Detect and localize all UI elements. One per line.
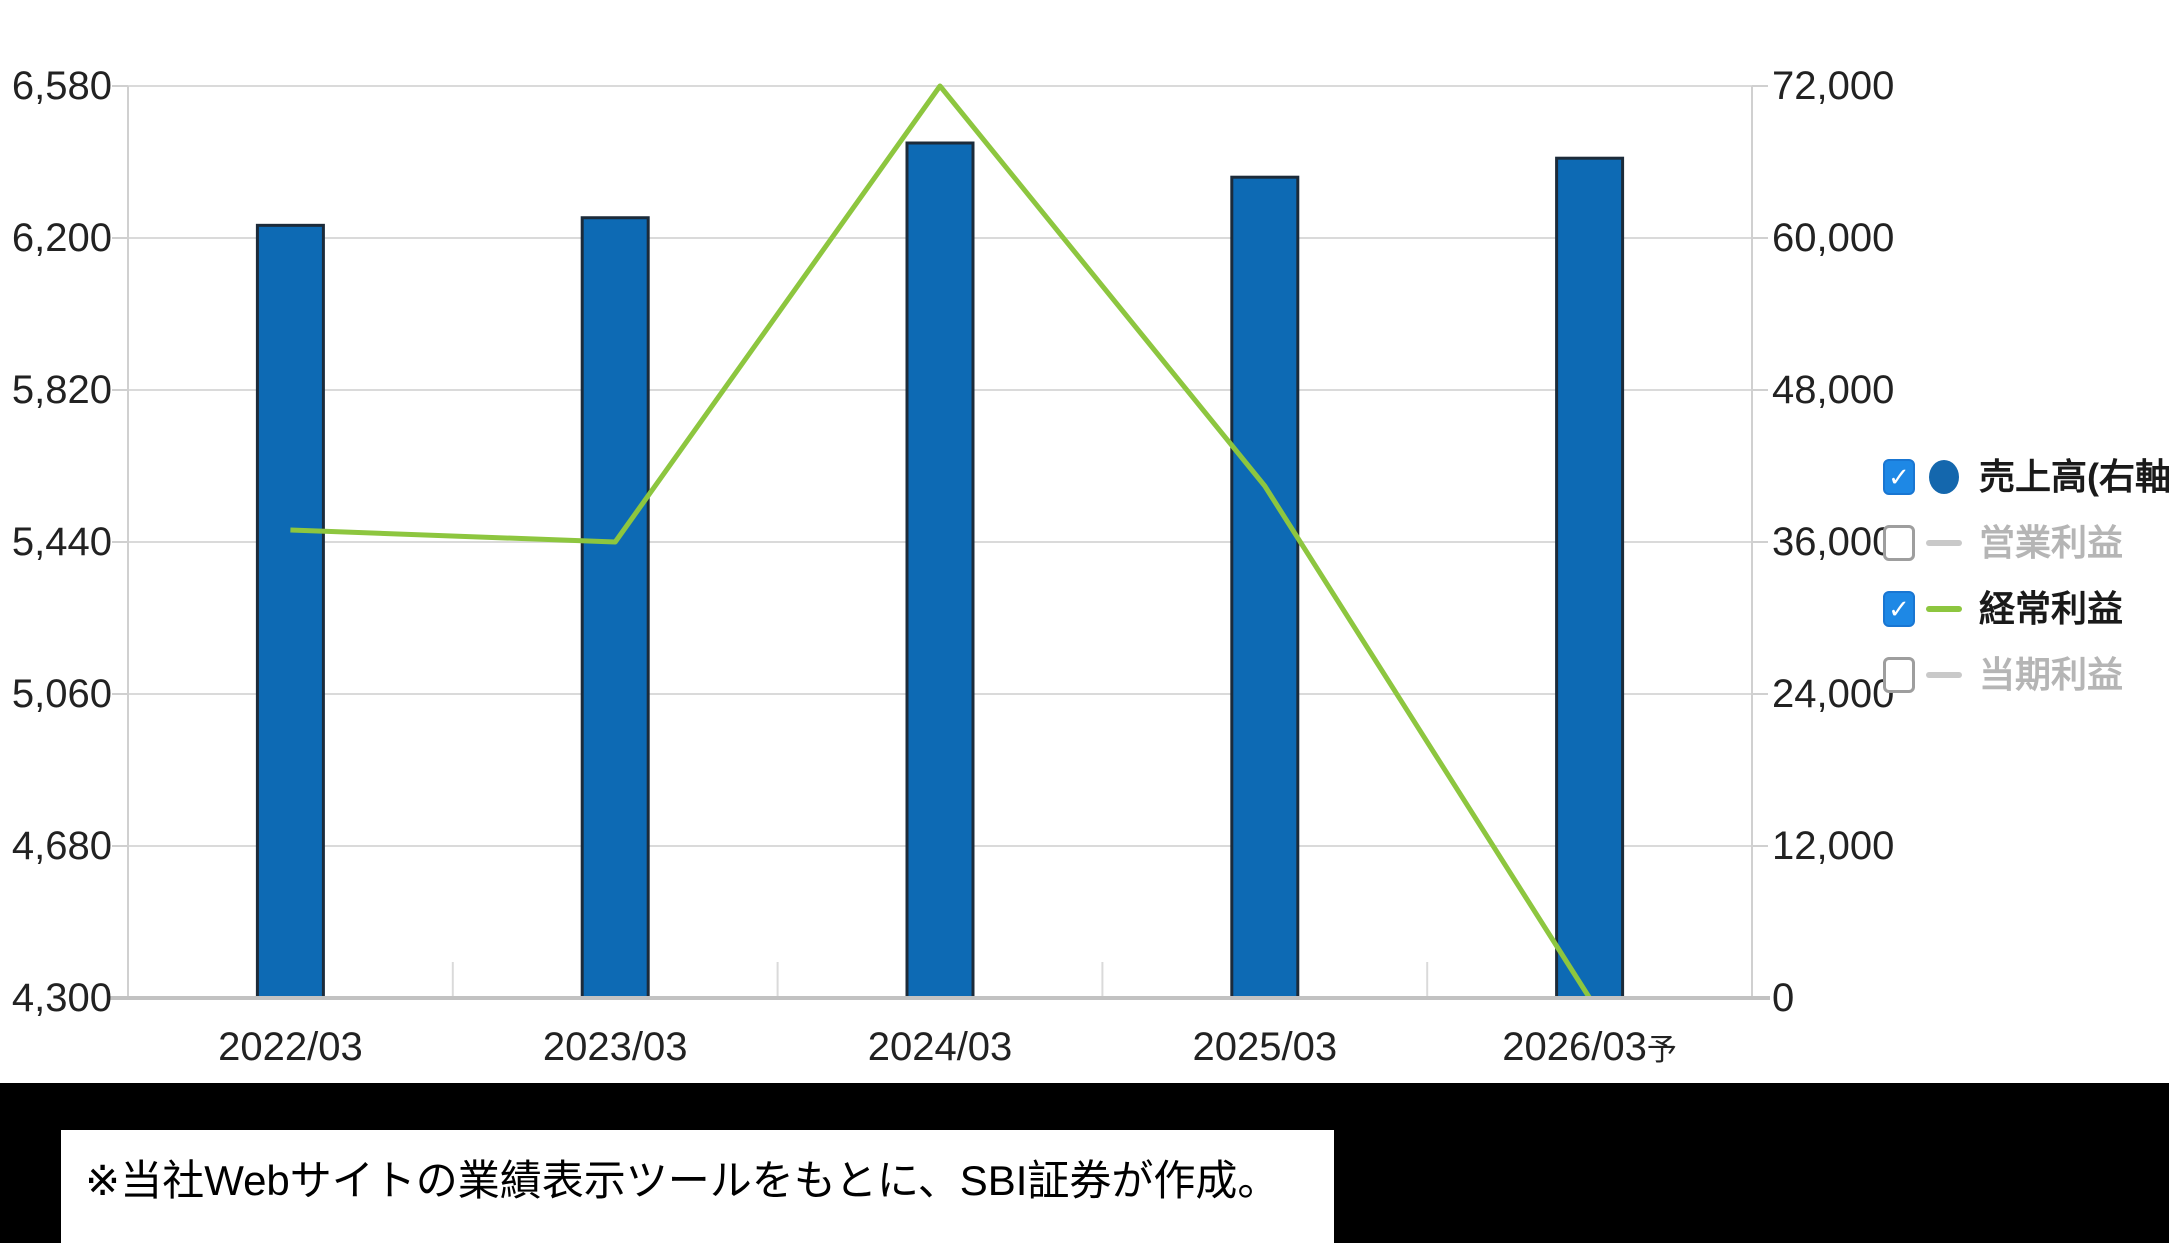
legend-dash-marker-icon — [1925, 606, 1963, 612]
right-axis-tick-label: 12,000 — [1772, 824, 1895, 868]
bottom-band: ※当社Webサイトの業績表示ツールをもとに、SBI証券が作成。 — [0, 1083, 2169, 1243]
right-axis-tick-label: 0 — [1772, 976, 1795, 1020]
bar-2025/03 — [1230, 175, 1300, 1000]
legend-checkbox-1[interactable] — [1883, 525, 1915, 561]
legend-row-2: ✓ 経常利益 — [1883, 587, 2123, 631]
legend-row-3: 当期利益 — [1883, 653, 2123, 697]
legend-checkbox-0[interactable]: ✓ — [1883, 459, 1915, 495]
bar-2026/03予 — [1555, 156, 1625, 1000]
left-axis-tick-label: 4,680 — [11, 824, 112, 868]
bar-2023/03 — [580, 216, 650, 1000]
left-axis-tick-label: 5,060 — [11, 672, 112, 716]
x-axis-label: 2025/03 — [1192, 1025, 1338, 1069]
source-note-box: ※当社Webサイトの業績表示ツールをもとに、SBI証券が作成。 — [61, 1130, 1334, 1243]
left-axis-tick-label: 5,820 — [11, 368, 112, 412]
legend-row-1: 営業利益 — [1883, 521, 2123, 565]
legend-circle-marker-icon — [1925, 460, 1963, 494]
right-axis-tick-label: 60,000 — [1772, 216, 1895, 260]
bar-2022/03 — [255, 223, 325, 1000]
right-axis-tick-label: 48,000 — [1772, 368, 1895, 412]
legend-checkbox-3[interactable] — [1883, 657, 1915, 693]
chart-plot — [110, 83, 1770, 1000]
legend-label-0: 売上高(右軸) — [1979, 456, 2169, 497]
x-axis-label: 2022/03 — [218, 1025, 363, 1069]
right-axis-tick-label: 24,000 — [1772, 672, 1895, 716]
bar-2024/03 — [905, 141, 975, 1000]
right-axis-tick-label: 72,000 — [1772, 64, 1895, 108]
legend-row-0: ✓ 売上高(右軸) — [1883, 455, 2169, 499]
legend-label-1: 営業利益 — [1979, 522, 2124, 563]
line-series — [290, 83, 1592, 1000]
source-note-text: ※当社Webサイトの業績表示ツールをもとに、SBI証券が作成。 — [85, 1157, 1280, 1204]
x-axis-label: 2023/03 — [542, 1025, 688, 1069]
legend-checkbox-2[interactable]: ✓ — [1883, 591, 1915, 627]
legend-label-2: 経常利益 — [1979, 588, 2124, 629]
left-axis-tick-label: 4,300 — [11, 976, 112, 1020]
legend-dash-marker-icon — [1925, 540, 1963, 546]
legend-dash-marker-icon — [1925, 672, 1963, 678]
left-axis-tick-label: 6,580 — [11, 64, 112, 108]
left-axis-tick-label: 6,200 — [11, 216, 112, 260]
legend-label-3: 当期利益 — [1979, 654, 2124, 695]
left-axis-tick-label: 5,440 — [11, 520, 112, 564]
right-axis-tick-label: 36,000 — [1772, 520, 1895, 564]
x-axis-label: 2026/03予 — [1502, 1025, 1677, 1069]
x-axis-label: 2024/03 — [867, 1025, 1013, 1069]
